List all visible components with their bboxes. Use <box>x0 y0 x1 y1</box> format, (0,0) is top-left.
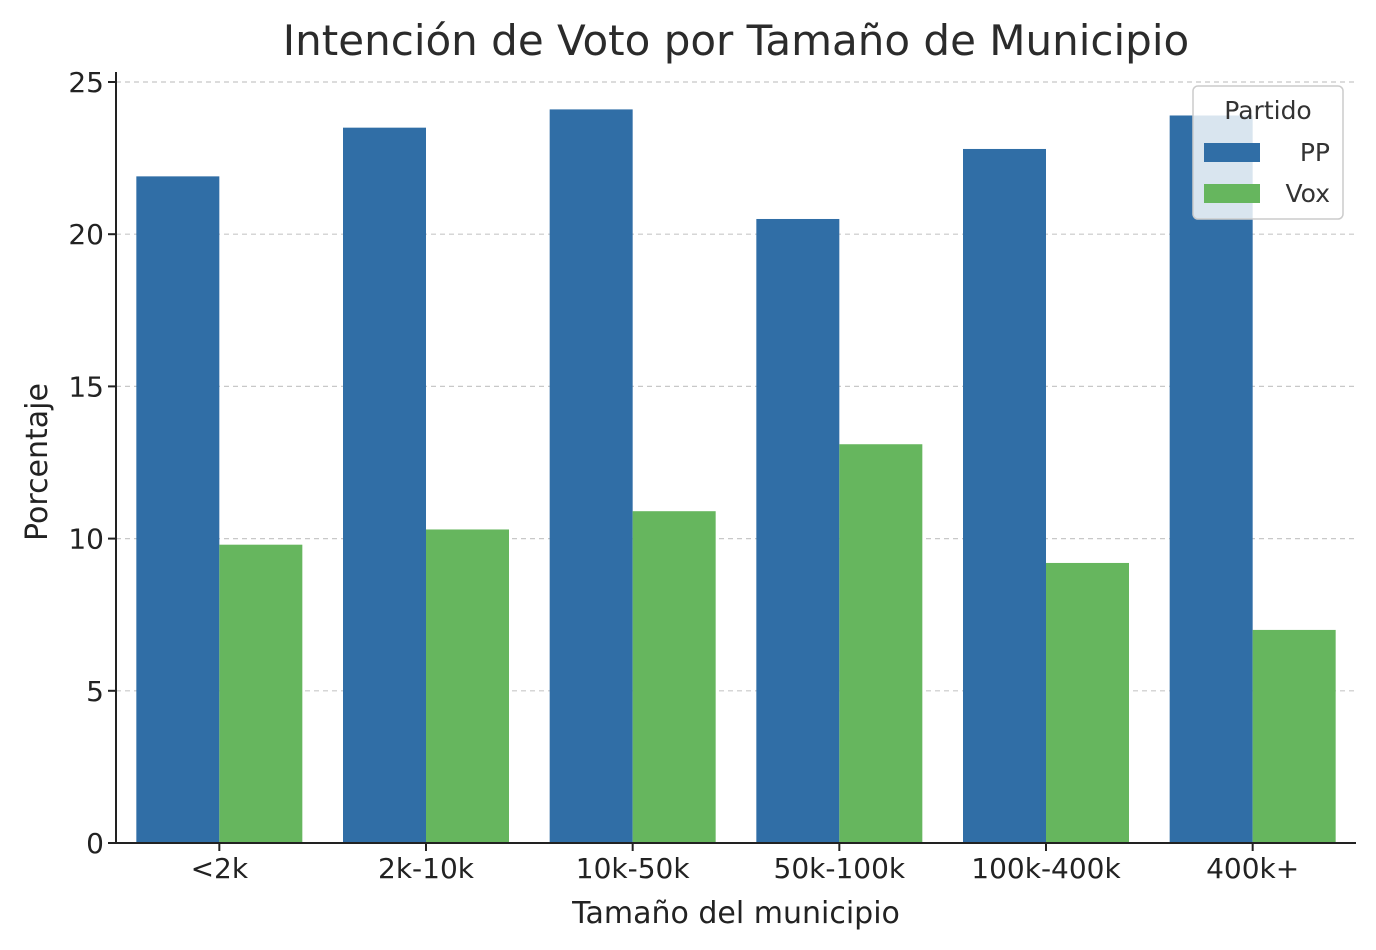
bar-vox <box>219 544 303 843</box>
x-axis-ticks: <2k 2k-10k 10k-50k 50k-100k 100k-400k 400k+ <box>191 843 1299 885</box>
y-tick-label: 25 <box>68 66 104 99</box>
x-tick-label: 50k-100k <box>774 852 906 885</box>
x-tick-label: 100k-400k <box>971 852 1121 885</box>
bar-vox <box>426 529 509 843</box>
axes <box>115 72 1356 844</box>
bar-pp <box>136 176 220 843</box>
bar-pp <box>343 127 426 843</box>
y-tick-label: 10 <box>68 523 104 556</box>
legend-label-vox: Vox <box>1286 179 1330 208</box>
legend-label-pp: PP <box>1300 138 1330 167</box>
legend: Partido PP Vox <box>1192 85 1344 220</box>
bar-vox <box>632 511 716 843</box>
bar-pp <box>1169 115 1253 843</box>
y-tick-label: 5 <box>86 675 104 708</box>
bar-pp <box>549 109 633 843</box>
legend-swatch-vox <box>1204 184 1260 203</box>
chart-title: Intención de Voto por Tamaño de Municipi… <box>283 16 1189 65</box>
legend-title: Partido <box>1224 96 1311 125</box>
bar-vox <box>839 444 923 843</box>
bar-pp <box>756 218 840 844</box>
y-tick-label: 20 <box>68 218 104 251</box>
bar-pp <box>963 148 1046 843</box>
y-tick-label: 15 <box>68 370 104 403</box>
bar-vox <box>1046 562 1129 843</box>
x-axis-label: Tamaño del municipio <box>571 896 900 931</box>
x-tick-label: <2k <box>191 852 249 885</box>
y-tick-label: 0 <box>86 827 104 860</box>
x-tick-label: 2k-10k <box>378 852 475 885</box>
bars <box>136 109 1336 844</box>
y-axis-ticks: 0 5 10 15 20 25 <box>68 66 116 860</box>
x-tick-label: 400k+ <box>1206 852 1299 885</box>
y-axis-label: Porcentaje <box>20 383 55 541</box>
x-tick-label: 10k-50k <box>576 852 691 885</box>
bar-vox <box>1252 629 1336 843</box>
legend-swatch-pp <box>1204 143 1260 162</box>
